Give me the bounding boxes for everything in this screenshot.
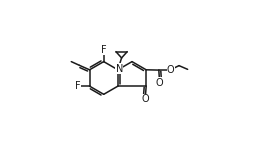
Text: F: F (75, 81, 80, 91)
Text: O: O (167, 65, 175, 75)
Text: N: N (116, 64, 123, 74)
Text: O: O (156, 78, 163, 88)
Text: O: O (142, 94, 149, 104)
Text: F: F (101, 45, 106, 55)
